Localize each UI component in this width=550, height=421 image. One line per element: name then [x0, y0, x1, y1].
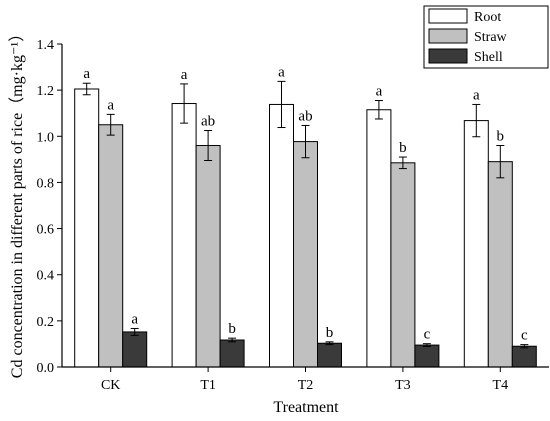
significance-label: c — [521, 328, 528, 344]
significance-label: b — [228, 321, 236, 337]
bar-straw — [487, 161, 513, 368]
legend-swatch-shell — [428, 48, 468, 64]
significance-label: ab — [298, 108, 312, 124]
significance-label: ab — [201, 114, 215, 130]
y-tick-label: 0.8 — [37, 176, 55, 191]
legend-label-root: Root — [474, 10, 501, 25]
bar-straw — [195, 145, 221, 368]
bars-group — [74, 88, 537, 368]
bar-shell — [414, 344, 440, 368]
bar-straw — [98, 124, 124, 368]
legend-label-shell: Shell — [474, 50, 503, 65]
significance-label: b — [497, 129, 505, 145]
bar-root — [366, 109, 392, 368]
significance-label: a — [131, 311, 138, 327]
y-tick-label: 0.4 — [37, 269, 55, 284]
significance-label: b — [326, 325, 334, 341]
x-tick-label: T2 — [298, 378, 314, 393]
x-tick-label: T3 — [395, 378, 411, 393]
legend-label-straw: Straw — [474, 30, 508, 45]
x-axis-title: Treatment — [273, 399, 339, 416]
legend-swatch-root — [428, 8, 468, 24]
bar-straw — [390, 162, 416, 368]
bar-root — [74, 88, 100, 368]
legend: Root Straw Shell — [423, 5, 549, 69]
bar-root — [269, 103, 294, 368]
x-tick-label: T4 — [493, 378, 509, 393]
y-tick-label: 1.2 — [37, 84, 55, 99]
significance-label: a — [107, 97, 114, 113]
x-tick-label: CK — [101, 378, 120, 393]
axes-group: 0.0 0.2 0.4 0.6 0.8 1.0 1.2 1.4 CK T1 T2 T3 T4 — [37, 38, 549, 393]
bar-straw — [293, 141, 318, 368]
y-tick-label: 0.2 — [37, 315, 55, 330]
significance-label: a — [83, 66, 90, 82]
bar-root — [171, 103, 197, 368]
bar-shell — [122, 331, 148, 368]
y-tick-label: 0.6 — [37, 223, 55, 238]
y-axis-title: Cd concentration in different parts of r… — [8, 26, 26, 378]
bar-shell — [219, 339, 245, 368]
significance-label: a — [376, 84, 383, 100]
significance-label: a — [473, 87, 480, 103]
significance-label: a — [181, 67, 188, 83]
significance-label: b — [399, 140, 407, 156]
significance-label: c — [424, 327, 431, 343]
y-tick-label: 1.0 — [37, 130, 55, 145]
error-bars-group — [82, 80, 529, 349]
x-tick-label: T1 — [200, 378, 216, 393]
bar-root — [463, 120, 489, 368]
y-tick-label: 1.4 — [37, 38, 55, 53]
legend-swatch-straw — [428, 28, 468, 44]
bar-shell — [317, 342, 342, 368]
bar-shell — [511, 345, 537, 368]
y-tick-label: 0.0 — [37, 361, 55, 376]
significance-label: a — [278, 64, 285, 80]
